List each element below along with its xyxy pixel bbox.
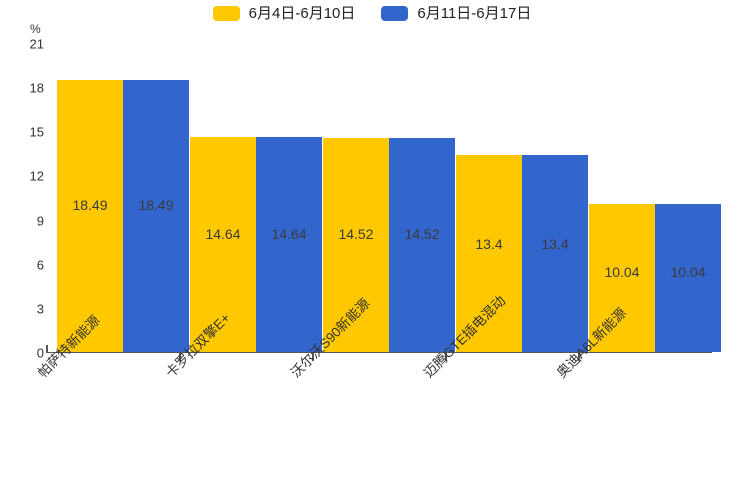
bar-series-2-cat-2[interactable]: 14.64	[256, 136, 322, 352]
bar-value-series-2-cat-4: 13.4	[541, 235, 569, 252]
plot-area: 18.49 18.49 14.64 14.64 14.52 14.52	[46, 44, 721, 361]
bar-group-5: 10.04 10.04	[589, 204, 721, 352]
chart-legend: 6月4日-6月10日 6月11日-6月17日	[0, 6, 744, 21]
bar-series-2-cat-4[interactable]: 13.4	[522, 154, 588, 352]
bar-group-4: 13.4 13.4	[456, 154, 588, 352]
x-axis-tick-4	[578, 353, 580, 361]
bar-series-2-cat-3[interactable]: 14.52	[389, 138, 455, 352]
x-axis-tick-3	[445, 353, 447, 361]
bar-group-3: 14.52 14.52	[323, 138, 455, 352]
bar-value-series-1-cat-1: 18.49	[72, 196, 108, 213]
bar-series-1-cat-1[interactable]: 18.49	[57, 79, 123, 352]
y-tick-21: 21	[29, 36, 44, 52]
bar-series-1-cat-3[interactable]: 14.52	[323, 138, 389, 352]
legend-item-series-2[interactable]: 6月11日-6月17日	[381, 6, 531, 21]
bar-value-series-1-cat-4: 13.4	[475, 235, 503, 252]
x-axis-start-cap	[46, 345, 48, 353]
y-tick-6: 6	[36, 257, 44, 273]
bar-value-series-2-cat-2: 14.64	[271, 225, 307, 242]
bar-value-series-2-cat-3: 14.52	[404, 226, 440, 242]
legend-swatch-blue-icon	[381, 6, 409, 21]
x-axis-line	[46, 351, 712, 353]
y-tick-12: 12	[29, 168, 44, 184]
y-tick-9: 9	[36, 213, 44, 229]
bar-group-2: 14.64 14.64	[190, 136, 322, 352]
bar-series-2-cat-1[interactable]: 18.49	[123, 79, 189, 352]
legend-swatch-yellow-icon	[212, 6, 240, 21]
bar-series-1-cat-5[interactable]: 10.04	[589, 204, 655, 352]
bar-value-series-2-cat-5: 10.04	[670, 264, 706, 280]
x-axis-tick-1	[179, 353, 181, 361]
bar-value-series-1-cat-2: 14.64	[205, 225, 241, 242]
y-tick-15: 15	[29, 124, 44, 140]
bar-series-1-cat-4[interactable]: 13.4	[456, 154, 522, 352]
bar-value-series-1-cat-3: 14.52	[338, 226, 374, 242]
legend-label-series-1: 6月4日-6月10日	[248, 5, 356, 22]
bar-value-series-2-cat-1: 18.49	[138, 196, 174, 213]
x-axis-tick-2	[312, 353, 314, 361]
bar-group-1: 18.49 18.49	[57, 79, 189, 352]
legend-item-series-1[interactable]: 6月4日-6月10日	[212, 5, 356, 22]
bar-series-2-cat-5[interactable]: 10.04	[655, 204, 721, 352]
y-axis-unit-label: %	[30, 22, 41, 36]
y-tick-3: 3	[36, 301, 44, 317]
bar-series-1-cat-2[interactable]: 14.64	[190, 136, 256, 352]
bar-value-series-1-cat-5: 10.04	[604, 264, 640, 280]
legend-label-series-2: 6月11日-6月17日	[417, 5, 532, 22]
y-axis: 21 18 15 12 9 6 3 0	[0, 0, 44, 496]
y-tick-18: 18	[29, 80, 44, 96]
y-tick-0: 0	[36, 345, 44, 361]
